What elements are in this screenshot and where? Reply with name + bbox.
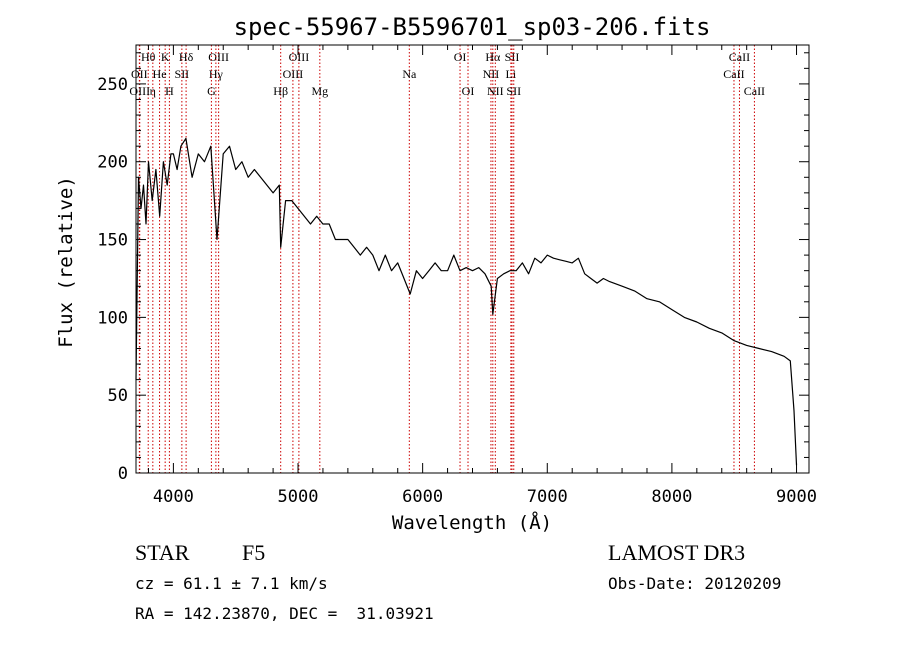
line-marker-label: η <box>150 84 156 98</box>
survey-name: LAMOST DR3 <box>608 540 745 565</box>
line-marker-label: CaII <box>729 50 750 64</box>
line-marker-label: CaII <box>723 67 744 81</box>
x-tick-label: 4000 <box>153 487 194 507</box>
spectrum-line <box>135 137 798 466</box>
subclass: F5 <box>242 540 265 565</box>
object-class: STAR <box>135 540 190 565</box>
line-marker-label: NII <box>483 67 500 81</box>
line-marker-label: Hδ <box>179 50 194 64</box>
x-tick-label: 9000 <box>776 487 817 507</box>
line-marker-label: H <box>165 84 174 98</box>
x-axis-label: Wavelength (Å) <box>392 511 552 534</box>
line-marker-label: NII <box>487 84 504 98</box>
line-marker-label: Mg <box>311 84 328 98</box>
chart-title: spec-55967-B5596701_sp03-206.fits <box>234 13 711 41</box>
x-tick-label: 6000 <box>402 487 443 507</box>
y-axis-label: Flux (relative) <box>55 176 77 348</box>
line-marker-label: He <box>153 67 167 81</box>
x-axis-ticks: 4000 5000 6000 7000 8000 9000 <box>147 45 817 507</box>
line-marker-label: G <box>207 84 216 98</box>
x-tick-label: 8000 <box>651 487 692 507</box>
line-marker-label: SII <box>506 84 521 98</box>
y-tick-label: 150 <box>97 231 128 251</box>
line-marker-label: Hγ <box>209 67 224 81</box>
line-marker-label: Hθ <box>141 50 156 64</box>
line-marker-label: OIII <box>283 67 304 81</box>
line-marker-label: OI <box>462 84 475 98</box>
line-marker-label: SII <box>505 50 520 64</box>
line-marker-label: OIII <box>129 84 150 98</box>
plot-frame <box>135 44 810 474</box>
x-tick-label: 5000 <box>278 487 319 507</box>
line-marker-label: OIII <box>208 50 229 64</box>
line-marker-label: K <box>161 50 170 64</box>
line-marker-label: OI <box>454 50 467 64</box>
y-tick-label: 250 <box>97 75 128 95</box>
line-marker-label: Na <box>402 67 417 81</box>
line-marker-label: SII <box>175 67 190 81</box>
y-tick-label: 0 <box>118 464 128 484</box>
y-tick-label: 200 <box>97 153 128 173</box>
obs-date: Obs-Date: 20120209 <box>608 574 781 593</box>
spectrum-plot <box>135 137 798 466</box>
line-marker-label: Hα <box>485 50 501 64</box>
y-axis-ticks: 0 50 100 150 200 250 <box>97 52 809 484</box>
redshift-text: cz = 61.1 ± 7.1 km/s <box>135 574 328 593</box>
line-marker-label: Li <box>506 67 517 81</box>
coordinates: RA = 142.23870, DEC = 31.03921 <box>135 604 434 623</box>
y-tick-label: 100 <box>97 308 128 328</box>
y-tick-label: 50 <box>108 386 128 406</box>
x-tick-label: 7000 <box>527 487 568 507</box>
line-marker-label: CaII <box>744 84 765 98</box>
line-marker-label: OIII <box>289 50 310 64</box>
line-marker-label: Hβ <box>273 84 288 98</box>
